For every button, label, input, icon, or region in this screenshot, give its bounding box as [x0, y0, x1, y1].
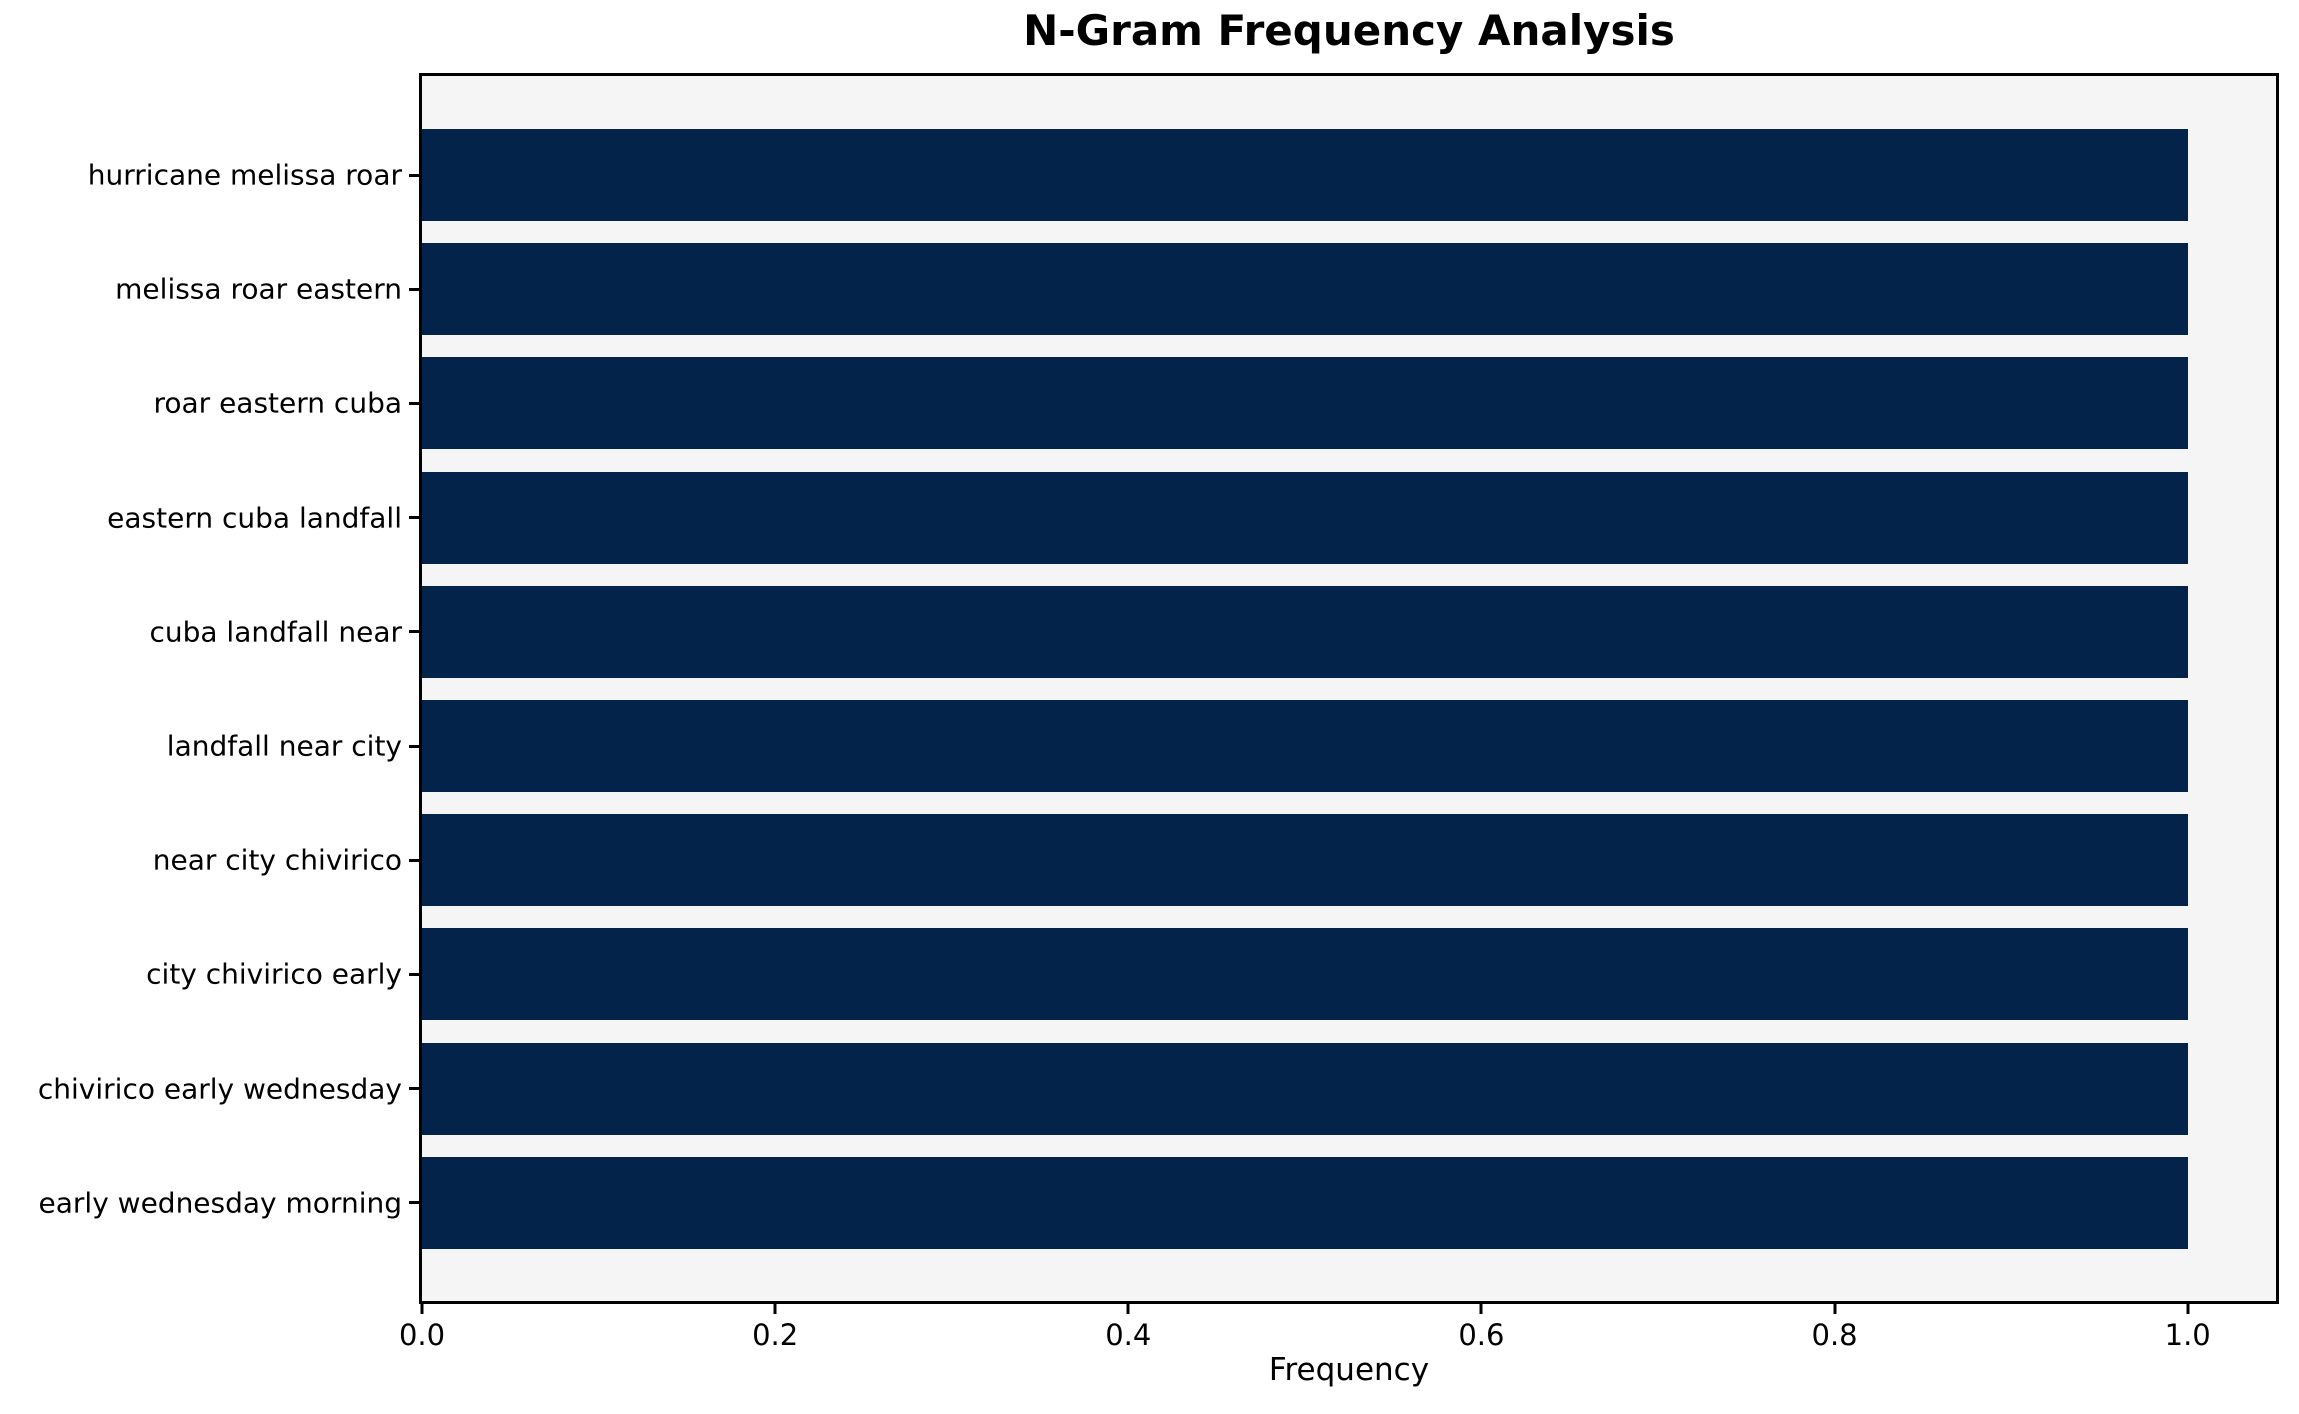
- x-tick-label: 0.8: [1811, 1318, 1858, 1352]
- bar: [422, 700, 2188, 792]
- y-tick-label: early wednesday morning: [38, 1186, 402, 1220]
- y-tick-label: landfall near city: [166, 729, 402, 763]
- chart-title: N-Gram Frequency Analysis: [1023, 6, 1675, 55]
- x-tick-label: 0.2: [752, 1318, 799, 1352]
- y-tick-label: city chivirico early: [146, 957, 402, 991]
- y-tick-mark: [409, 173, 419, 177]
- y-tick-label: chivirico early wednesday: [37, 1072, 402, 1106]
- y-tick-mark: [409, 744, 419, 748]
- x-tick-mark: [1833, 1304, 1837, 1314]
- y-tick-label: eastern cuba landfall: [107, 501, 402, 535]
- bar: [422, 243, 2188, 336]
- bar: [422, 928, 2188, 1021]
- x-tick-label: 0.0: [398, 1318, 446, 1352]
- x-tick-label: 0.6: [1458, 1318, 1505, 1352]
- y-tick-mark: [409, 630, 419, 634]
- bar: [422, 129, 2188, 221]
- y-tick-mark: [409, 972, 419, 976]
- y-tick-mark: [409, 516, 419, 520]
- y-tick-mark: [409, 1087, 419, 1091]
- x-tick-label: 0.4: [1105, 1318, 1152, 1352]
- y-tick-mark: [409, 858, 419, 862]
- y-tick-mark: [409, 287, 419, 291]
- x-tick-mark: [2186, 1304, 2190, 1314]
- y-tick-mark: [409, 1201, 419, 1205]
- x-tick-mark: [1126, 1304, 1130, 1314]
- x-axis-label: Frequency: [1268, 1352, 1430, 1388]
- bar: [422, 585, 2188, 678]
- y-tick-mark: [409, 401, 419, 405]
- x-tick-mark: [1479, 1304, 1483, 1314]
- y-tick-label: roar eastern cuba: [153, 386, 402, 420]
- bar: [422, 357, 2188, 450]
- bar: [422, 814, 2188, 907]
- bar: [422, 471, 2188, 564]
- y-tick-label: melissa roar eastern: [115, 272, 402, 306]
- bar: [422, 1042, 2188, 1135]
- x-tick-mark: [420, 1304, 424, 1314]
- x-tick-mark: [773, 1304, 777, 1314]
- bar: [422, 1156, 2188, 1249]
- x-tick-label: 1.0: [2164, 1318, 2211, 1352]
- y-tick-label: hurricane melissa roar: [87, 158, 402, 192]
- y-tick-label: near city chivirico: [152, 843, 402, 877]
- plot-area: [419, 73, 2279, 1304]
- y-tick-label: cuba landfall near: [149, 615, 402, 649]
